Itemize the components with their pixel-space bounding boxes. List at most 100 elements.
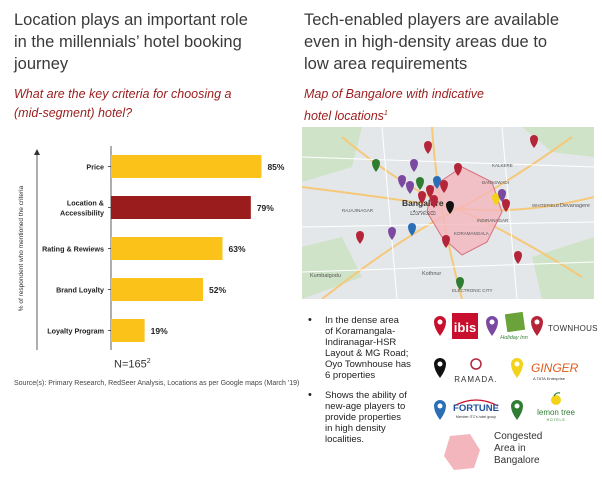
bullet-list: • In the dense area of Koramangala- Indi… [306, 314, 424, 446]
pin-black[interactable] [446, 201, 454, 214]
right-heading-line-3: low area requirements [304, 55, 468, 73]
bullet-item-2: • Shows the ability of new-age players t… [306, 389, 424, 446]
bullet-dot: • [308, 314, 312, 326]
pin-red[interactable] [502, 199, 510, 212]
pin-red[interactable] [426, 185, 434, 198]
map-label-whitefield: WHITEFIELD [532, 203, 560, 208]
ramada-logo: RAMADA. [454, 358, 497, 384]
bar-3 [111, 278, 204, 301]
sample-size-label: N=1652 [114, 358, 151, 371]
map-label-bangalore: Bangalore [402, 198, 444, 208]
legend-line-3: Bangalore [494, 455, 540, 466]
map-label-electronic-city: ELECTRONIC CITY [452, 288, 493, 293]
map-title-line-1: Map of Bangalore with indicative [304, 87, 484, 101]
pin-purple[interactable] [398, 175, 406, 188]
pin-green[interactable] [372, 159, 380, 172]
lemontree-pin-icon [511, 400, 523, 420]
bangalore-map[interactable]: Bangalore ಬೆಂಗಳೂರು RAJAJINAGAR BANASWADI… [302, 127, 594, 299]
legend-line-1: Congested [494, 431, 543, 442]
value-label-2: 63% [229, 244, 246, 254]
bullet-dot: • [308, 389, 312, 401]
pin-purple[interactable] [498, 189, 506, 202]
green-area [532, 237, 594, 299]
green-area [302, 237, 362, 299]
map-label-kalkere: KALKERE [492, 163, 513, 168]
sample-size-text: N=165 [114, 358, 147, 371]
category-label-2: Rating & Rewiews [42, 245, 104, 254]
value-label-1: 79% [257, 203, 274, 213]
left-heading-line-3: journey [14, 55, 69, 73]
bullet-item-1: • In the dense area of Koramangala- Indi… [306, 314, 424, 382]
right-heading: Tech-enabled players are available even … [304, 9, 594, 75]
pin-red[interactable] [356, 231, 364, 244]
bullet-1-line-5: Oyo Townhouse has [325, 359, 411, 370]
ginger-pin-icon [511, 358, 523, 378]
bullet-2-line-4: in high density [325, 423, 386, 434]
legend-line-2: Area in [494, 443, 526, 454]
ramada-logo-text: RAMADA. [454, 375, 497, 384]
right-heading-line-2: even in high-density areas due to [304, 33, 548, 51]
sample-size-footnote: 2 [146, 358, 151, 365]
lemontree-logo-text: lemon tree [537, 408, 575, 417]
pin-red[interactable] [430, 195, 438, 208]
hotel-pins [356, 135, 538, 290]
map-title: Map of Bangalore with indicative hotel l… [304, 85, 594, 126]
right-heading-line-1: Tech-enabled players are available [304, 11, 559, 29]
bullet-2-line-2: new-age players to [325, 401, 406, 412]
bullet-2-line-3: provide properties [325, 412, 402, 423]
congested-area-swatch [444, 434, 480, 470]
category-label-1: Location & [67, 199, 104, 208]
category-label-0: Price [86, 163, 104, 172]
bullet-1-line-3: Indiranagar-HSR [325, 337, 397, 348]
congested-area-legend: Congested Area in Bangalore [494, 431, 542, 467]
pin-purple[interactable] [388, 227, 396, 240]
bar-1 [111, 196, 251, 219]
townhouse-pin-icon [531, 316, 543, 336]
pin-red[interactable] [418, 191, 426, 204]
pin-green[interactable] [456, 277, 464, 290]
pin-red[interactable] [442, 235, 450, 248]
ibis-pin-icon [434, 316, 446, 336]
map-label-devanagere: Devanagere [560, 203, 590, 209]
left-heading: Location plays an important role in the … [14, 9, 294, 75]
map-label-kothnur: Kothnur [422, 271, 441, 277]
pin-blue[interactable] [408, 223, 416, 236]
ginger-logo: GINGER A TATA Enterprise [531, 361, 579, 381]
map-title-line-2: hotel locations [304, 109, 384, 124]
pin-green[interactable] [416, 177, 424, 190]
pin-blue[interactable] [433, 176, 441, 189]
bar-0 [111, 155, 262, 178]
map-canvas: Bangalore ಬೆಂಗಳೂರು RAJAJINAGAR BANASWADI… [302, 127, 594, 299]
category-label-1: Accessibility [60, 209, 104, 218]
bullet-2-line-5: localities. [325, 434, 365, 445]
lemontree-logo: lemon tree HOTELS [537, 392, 575, 422]
pin-red[interactable] [454, 163, 462, 176]
fortune-logo: FORTUNE Member ITC's hotel group [453, 399, 499, 419]
ginger-logo-subtext: A TATA Enterprise [533, 376, 566, 381]
pin-purple[interactable] [410, 159, 418, 172]
lemontree-logo-subtext: HOTELS [547, 418, 566, 422]
chart-question-line-1: What are the key criteria for choosing a [14, 87, 232, 101]
value-label-4: 19% [151, 326, 168, 336]
holiday-inn-logo: Holiday Inn [500, 311, 528, 341]
pin-red[interactable] [440, 180, 448, 193]
pin-yellow[interactable] [492, 193, 500, 206]
ramada-pin-icon [434, 358, 446, 378]
value-label-0: 85% [267, 162, 284, 172]
pin-red[interactable] [424, 141, 432, 154]
bullet-1-line-1: In the dense area [325, 315, 399, 326]
holiday-inn-logo-text: Holiday Inn [500, 335, 528, 341]
ibis-logo: ibis [452, 313, 478, 339]
pin-red[interactable] [530, 135, 538, 148]
map-label-koramangala: KORAMANGALA [454, 231, 489, 236]
pin-purple[interactable] [406, 181, 414, 194]
fortune-logo-text: FORTUNE [453, 403, 499, 414]
chart-question: What are the key criteria for choosing a… [14, 85, 294, 123]
fortune-pin-icon [434, 400, 446, 420]
fortune-logo-subtext: Member ITC's hotel group [456, 415, 496, 419]
pin-red[interactable] [514, 251, 522, 264]
map-label-banaswadi: BANASWADI [482, 180, 509, 185]
criteria-bar-chart: % of respondent who mentioned the criter… [18, 146, 285, 350]
townhouse-logo-text: TOWNHOUSE [548, 324, 598, 333]
green-area [522, 127, 594, 157]
